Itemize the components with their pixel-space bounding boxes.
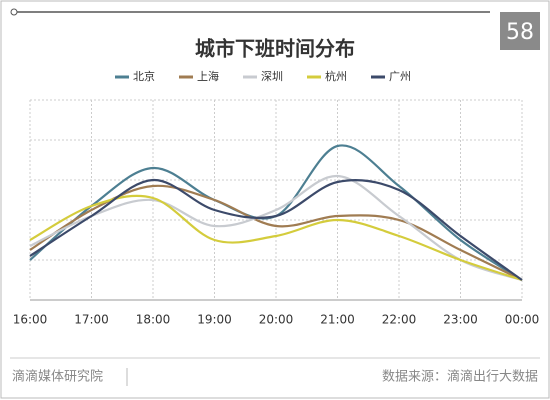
legend-label: 上海 [197,69,219,83]
chart-title: 城市下班时间分布 [195,37,355,61]
logo: 58 [506,20,534,45]
x-tick-label: 22:00 [382,313,417,327]
footer-left: 滴滴媒体研究院 [12,369,103,385]
x-tick-label: 19:00 [197,313,232,327]
x-tick-label: 23:00 [443,313,478,327]
x-tick-label: 16:00 [13,313,48,327]
series-line [29,194,523,282]
legend-label: 深圳 [261,70,283,83]
logo-box [500,12,540,50]
legend-label: 北京 [133,69,155,83]
x-tick-label: 18:00 [136,313,171,327]
legend-label: 广州 [389,70,411,83]
series-line [29,178,523,281]
x-tick-label: 00:00 [505,313,540,327]
legend-label: 杭州 [325,69,347,83]
footer-right: 数据来源：滴滴出行大数据 [382,369,538,385]
x-tick-label: 17:00 [74,313,109,327]
x-tick-label: 20:00 [259,313,294,327]
series-line [29,174,523,282]
x-tick-label: 21:00 [320,313,355,327]
